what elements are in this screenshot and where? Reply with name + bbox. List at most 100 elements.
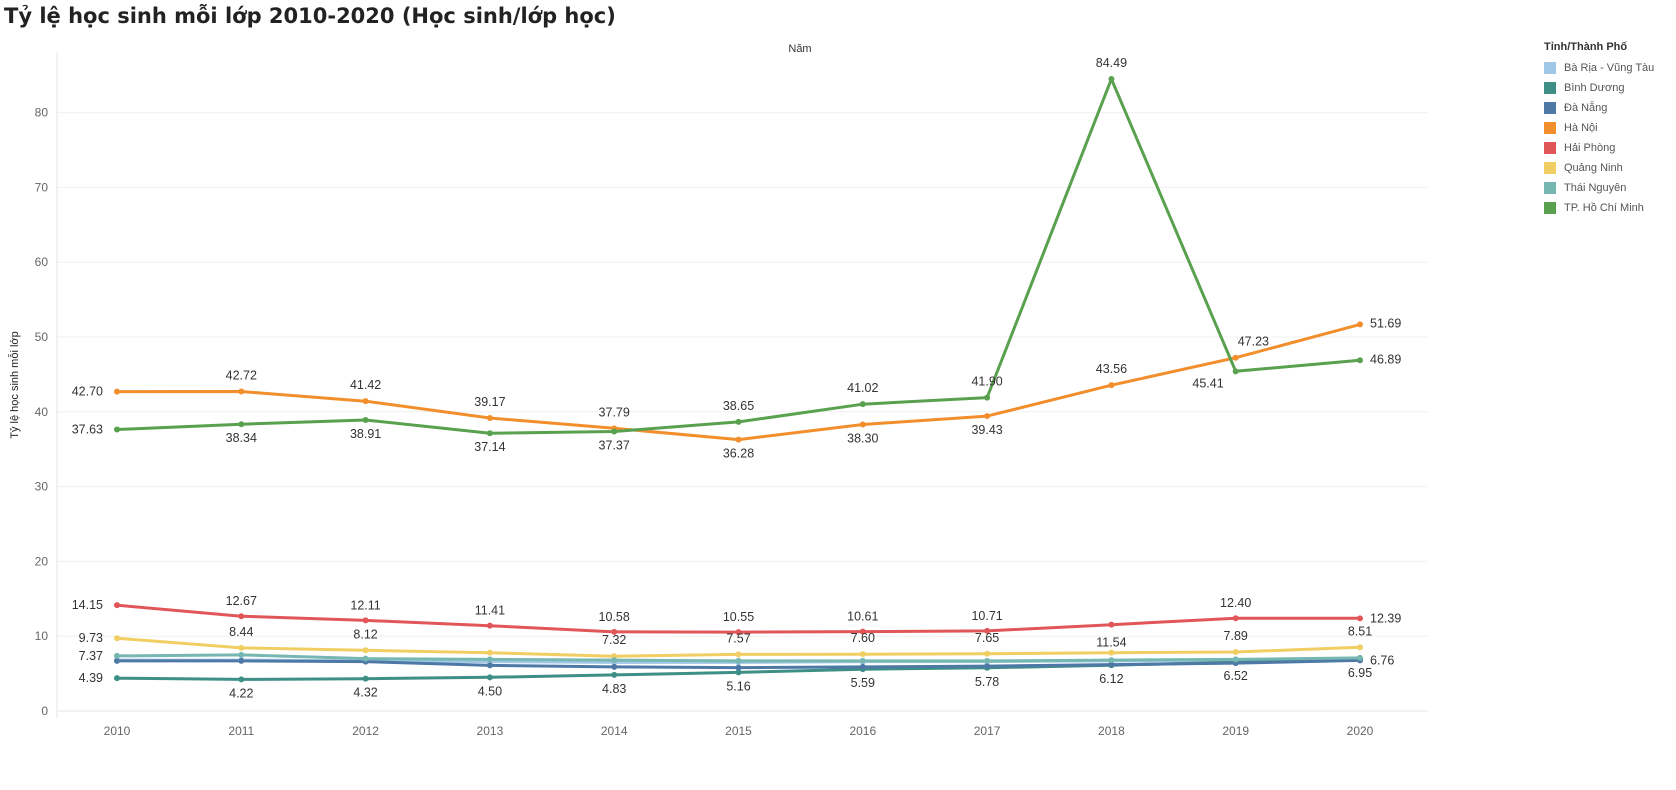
data-point: [1232, 354, 1239, 361]
data-label: 37.14: [474, 440, 505, 454]
legend-item[interactable]: Đà Nẵng: [1544, 98, 1674, 118]
data-point: [1108, 382, 1115, 389]
data-point: [362, 647, 369, 654]
legend: Tỉnh/Thành Phố Bà Rịa - Vũng Tàu Bình Dươ…: [1544, 41, 1674, 218]
data-point: [114, 657, 120, 664]
legend-item[interactable]: Bình Dương: [1544, 78, 1674, 98]
y-tick-label: 80: [35, 106, 49, 120]
data-label: 10.61: [847, 610, 878, 624]
legend-label: Đà Nẵng: [1564, 102, 1608, 114]
legend-item[interactable]: Quảng Ninh: [1544, 158, 1674, 178]
data-point: [735, 651, 742, 658]
data-label: 12.11: [350, 598, 380, 612]
data-point: [735, 664, 742, 671]
data-point: [984, 394, 991, 401]
data-point: [859, 628, 866, 635]
data-label: 10.55: [723, 610, 754, 624]
legend-label: Bà Rịa - Vũng Tàu: [1564, 62, 1655, 74]
legend-label: Hải Phòng: [1564, 142, 1616, 154]
data-point: [1357, 357, 1363, 364]
data-label: 7.89: [1224, 629, 1248, 643]
data-label: 7.65: [975, 631, 999, 645]
data-label: 6.76: [1370, 653, 1394, 667]
x-tick-label: 2015: [725, 724, 752, 738]
legend-title: Tỉnh/Thành Phố: [1544, 41, 1628, 53]
series-line-7: [116, 77, 1361, 435]
data-point: [238, 613, 245, 620]
data-point: [859, 421, 866, 428]
data-point: [1232, 615, 1239, 622]
data-point: [611, 428, 618, 435]
y-tick-label: 30: [35, 480, 49, 494]
x-axis-title: Năm: [788, 43, 812, 55]
y-axis-title: Tỷ lệ học sinh mỗi lớp: [8, 331, 21, 438]
data-point: [114, 602, 120, 609]
x-tick-label: 2017: [974, 724, 1001, 738]
legend-item[interactable]: Hải Phòng: [1544, 138, 1674, 158]
data-label: 6.52: [1224, 669, 1248, 683]
data-label: 37.79: [599, 405, 630, 419]
data-label: 12.39: [1370, 611, 1401, 625]
data-label: 36.28: [723, 447, 754, 461]
data-label: 8.12: [353, 627, 377, 641]
chart-title: Tỷ lệ học sinh mỗi lớp 2010-2020 (Học si…: [4, 4, 616, 28]
x-tick-label: 2012: [352, 724, 379, 738]
legend-label: Quảng Ninh: [1564, 162, 1623, 174]
data-point: [362, 675, 369, 682]
data-point: [114, 675, 120, 682]
data-point: [1232, 368, 1239, 375]
y-tick-label: 60: [35, 255, 49, 269]
data-label: 10.71: [971, 609, 1002, 623]
data-point: [362, 416, 369, 423]
data-label: 6.12: [1099, 672, 1123, 686]
y-tick-label: 50: [35, 330, 49, 344]
legend-swatch: [1544, 142, 1556, 154]
data-point: [735, 657, 742, 664]
data-point: [984, 627, 991, 634]
data-point: [735, 629, 742, 636]
data-point: [362, 617, 369, 624]
data-point: [486, 656, 493, 663]
data-point: [735, 436, 742, 443]
data-point: [486, 674, 493, 681]
data-point: [611, 671, 618, 678]
data-point: [984, 413, 991, 420]
legend-label: TP. Hồ Chí Minh: [1564, 202, 1644, 214]
data-label: 39.43: [971, 423, 1002, 437]
data-point: [984, 650, 991, 657]
data-label: 11.54: [1096, 636, 1126, 650]
data-point: [114, 635, 120, 642]
data-label: 38.34: [226, 431, 257, 445]
data-point: [611, 657, 618, 664]
data-label: 8.44: [229, 625, 253, 639]
legend-item[interactable]: Thái Nguyên: [1544, 178, 1674, 198]
legend-item[interactable]: Bà Rịa - Vũng Tàu: [1544, 58, 1674, 78]
data-label: 47.23: [1238, 335, 1269, 349]
data-point: [1357, 654, 1363, 661]
data-point: [1108, 657, 1115, 664]
data-point: [984, 663, 991, 670]
x-tick-label: 2010: [104, 724, 131, 738]
legend-swatch: [1544, 202, 1556, 214]
data-label: 12.67: [226, 594, 257, 608]
data-point: [238, 421, 245, 428]
data-point: [735, 418, 742, 425]
legend-label: Hà Nội: [1564, 122, 1598, 134]
legend-swatch: [1544, 62, 1556, 74]
data-label: 41.90: [971, 375, 1002, 389]
legend-item[interactable]: TP. Hồ Chí Minh: [1544, 198, 1674, 218]
legend-item[interactable]: Hà Nội: [1544, 118, 1674, 138]
y-tick-label: 10: [35, 629, 49, 643]
data-label: 41.42: [350, 378, 381, 392]
data-label: 51.69: [1370, 316, 1401, 330]
data-point: [1357, 615, 1363, 622]
data-point: [114, 388, 120, 395]
data-point: [735, 669, 742, 676]
data-point: [859, 651, 866, 658]
y-tick-label: 0: [41, 704, 48, 718]
x-tick-label: 2013: [477, 724, 504, 738]
data-point: [486, 662, 493, 669]
data-point: [859, 401, 866, 408]
gridlines: [56, 52, 1428, 718]
